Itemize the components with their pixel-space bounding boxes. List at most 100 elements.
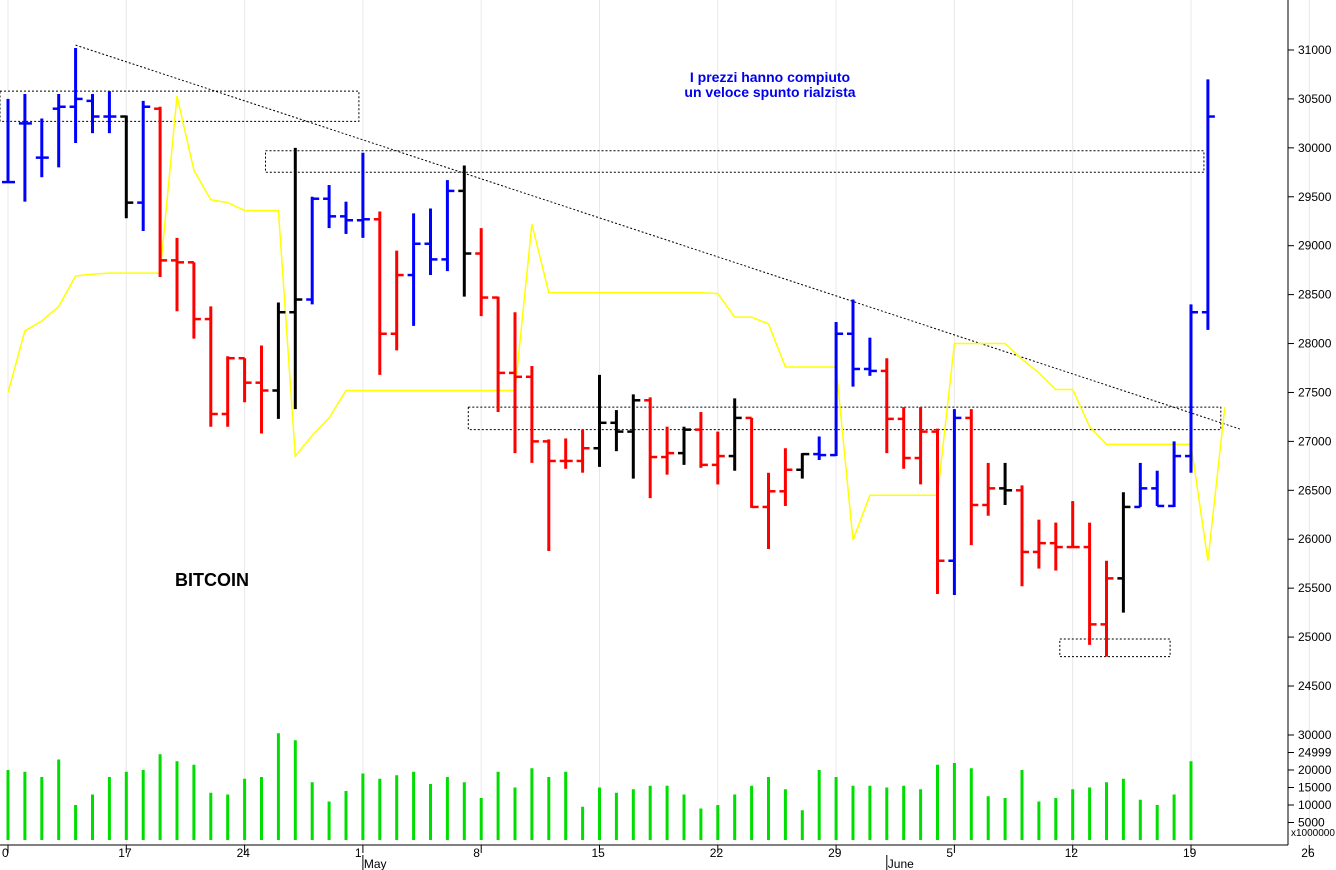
moving-average-line xyxy=(7,95,1226,561)
volume-bar-33 xyxy=(564,771,568,840)
x-tick-label-5: 15 xyxy=(592,846,606,860)
volume-tick-label-0: 5000 xyxy=(1298,816,1325,830)
price-tick-label-11: 30000 xyxy=(1298,141,1332,155)
price-tick-label-9: 29000 xyxy=(1298,239,1332,253)
x-tick-label-1: 17 xyxy=(118,846,132,860)
volume-bar-50 xyxy=(851,785,855,840)
month-label-0: May xyxy=(364,857,387,870)
volume-bar-36 xyxy=(614,792,618,840)
volume-bar-54 xyxy=(919,789,923,840)
volume-bar-13 xyxy=(226,794,230,840)
volume-bars xyxy=(6,733,1193,840)
volume-bar-12 xyxy=(209,792,213,840)
volume-bar-17 xyxy=(293,740,297,840)
x-axis-labels: 0 17 24 1 8 15 22 29 5 12 19 26 May June xyxy=(2,845,1315,870)
volume-bar-22 xyxy=(378,778,382,840)
volume-bar-52 xyxy=(885,787,889,840)
volume-bar-28 xyxy=(479,798,483,840)
axes xyxy=(0,0,1289,846)
price-tick-label-10: 29500 xyxy=(1298,190,1332,204)
volume-bar-16 xyxy=(276,733,280,840)
volume-bar-47 xyxy=(800,810,804,840)
volume-bar-42 xyxy=(716,805,720,840)
volume-bar-62 xyxy=(1054,798,1058,840)
volume-bar-29 xyxy=(496,771,500,840)
price-tick-label-2: 25500 xyxy=(1298,581,1332,595)
trendline xyxy=(75,44,1242,431)
annotation-line-1: I prezzi hanno compiuto xyxy=(690,69,850,85)
volume-bar-7 xyxy=(124,771,128,840)
volume-bar-24 xyxy=(412,771,416,840)
volume-bar-15 xyxy=(260,777,263,840)
volume-bar-31 xyxy=(530,768,534,840)
volume-bar-18 xyxy=(310,782,314,840)
sr-box-1 xyxy=(265,150,1205,173)
volume-tick-label-4: 24999 xyxy=(1298,746,1332,760)
price-tick-label-0: 24500 xyxy=(1298,679,1332,693)
x-tick-label-9: 12 xyxy=(1065,846,1079,860)
price-tick-label-8: 28500 xyxy=(1298,288,1332,302)
volume-bar-61 xyxy=(1037,801,1041,840)
sr-box-2 xyxy=(467,406,1222,431)
volume-bar-8 xyxy=(141,770,145,840)
chart-title: BITCOIN xyxy=(175,570,249,590)
x-tick-label-8: 5 xyxy=(946,846,953,860)
volume-axis-labels: 5000 10000 15000 20000 24999 30000 xyxy=(1288,728,1332,830)
volume-bar-5 xyxy=(91,794,94,840)
moving-average xyxy=(7,95,1226,561)
volume-bar-4 xyxy=(74,805,78,840)
volume-bar-2 xyxy=(40,777,44,840)
volume-bar-3 xyxy=(57,759,61,840)
sr-box-3 xyxy=(1059,638,1171,658)
volume-bar-49 xyxy=(834,777,838,840)
volume-bar-11 xyxy=(192,764,196,840)
volume-bar-68 xyxy=(1155,805,1159,840)
x-tick-label-3: 1 xyxy=(355,846,362,860)
volume-bar-67 xyxy=(1138,799,1142,840)
volume-bar-9 xyxy=(158,754,162,840)
volume-bar-19 xyxy=(327,801,331,840)
volume-bar-35 xyxy=(598,787,601,840)
volume-bar-66 xyxy=(1121,778,1125,840)
volume-bar-45 xyxy=(767,777,770,840)
price-tick-label-5: 27000 xyxy=(1298,434,1332,448)
volume-bar-43 xyxy=(733,794,737,840)
volume-bar-48 xyxy=(817,770,821,840)
volume-tick-label-3: 20000 xyxy=(1298,763,1332,777)
volume-bar-23 xyxy=(395,775,399,840)
volume-bar-27 xyxy=(462,782,466,840)
volume-bar-25 xyxy=(429,784,432,840)
volume-bar-38 xyxy=(648,785,652,840)
annotation-line-2: un veloce spunto rialzista xyxy=(684,84,855,100)
volume-bar-21 xyxy=(361,773,365,840)
x-tick-label-10: 19 xyxy=(1183,846,1197,860)
volume-bar-60 xyxy=(1020,770,1024,840)
volume-bar-37 xyxy=(631,789,635,840)
volume-bar-59 xyxy=(1003,798,1007,840)
sr-box-0 xyxy=(0,90,360,122)
price-tick-label-13: 31000 xyxy=(1298,43,1332,57)
volume-bar-51 xyxy=(868,785,872,840)
volume-tick-label-5: 30000 xyxy=(1298,728,1332,742)
volume-bar-34 xyxy=(581,806,585,840)
volume-bar-65 xyxy=(1105,782,1108,840)
trendline-path xyxy=(75,44,1242,431)
volume-bar-1 xyxy=(23,771,27,840)
volume-bar-41 xyxy=(699,808,703,840)
x-tick-label-4: 8 xyxy=(473,846,480,860)
x-tick-label-2: 24 xyxy=(237,846,251,860)
month-label-1: June xyxy=(888,857,914,870)
volume-tick-label-1: 10000 xyxy=(1298,798,1332,812)
x-tick-label-11: 26 xyxy=(1301,846,1315,860)
volume-bar-57 xyxy=(969,768,973,840)
volume-bar-14 xyxy=(243,778,247,840)
volume-bar-6 xyxy=(107,777,111,840)
volume-bar-10 xyxy=(175,761,179,840)
price-tick-label-7: 28000 xyxy=(1298,337,1332,351)
volume-bar-39 xyxy=(665,785,669,840)
price-axis-labels: 24500 25000 25500 26000 26500 27000 27500 28000… xyxy=(1288,43,1332,693)
price-tick-label-1: 25000 xyxy=(1298,630,1332,644)
volume-bar-70 xyxy=(1189,761,1193,840)
volume-bar-53 xyxy=(902,785,906,840)
